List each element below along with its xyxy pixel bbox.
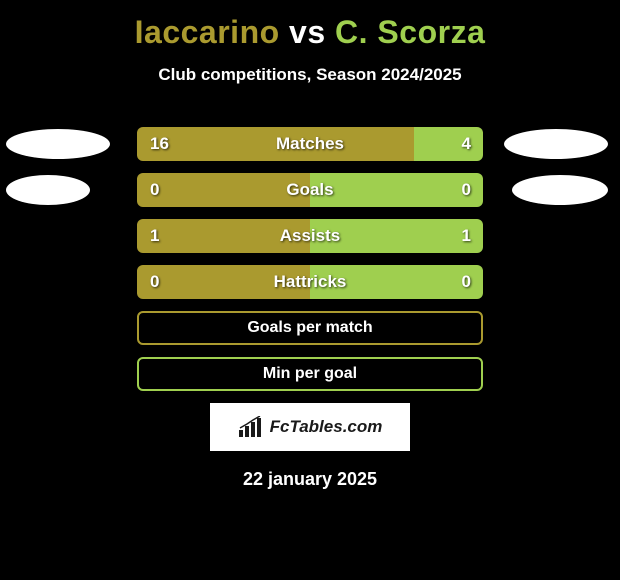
stat-value-left: 1: [150, 219, 159, 253]
stat-bar-right: [310, 173, 483, 207]
stat-bar: [137, 219, 483, 253]
stat-row: Goals00: [0, 167, 620, 213]
brand-text: FcTables.com: [270, 417, 383, 437]
subtitle: Club competitions, Season 2024/2025: [0, 65, 620, 85]
stat-bar: [137, 173, 483, 207]
stat-value-left: 0: [150, 265, 159, 299]
stat-bar-empty: Min per goal: [137, 357, 483, 391]
stat-bar-empty: Goals per match: [137, 311, 483, 345]
stat-bar-right: [310, 265, 483, 299]
stat-value-left: 0: [150, 173, 159, 207]
player1-marker: [6, 129, 110, 159]
stat-row: Hattricks00: [0, 259, 620, 305]
stat-bar-right: [414, 127, 483, 161]
date-label: 22 january 2025: [0, 469, 620, 490]
comparison-title: Iaccarino vs C. Scorza: [0, 0, 620, 51]
stat-row: Matches164: [0, 121, 620, 167]
stat-bar-left: [137, 127, 414, 161]
stat-bar-left: [137, 219, 310, 253]
stat-value-left: 16: [150, 127, 169, 161]
stat-bar-left: [137, 265, 310, 299]
player2-name: C. Scorza: [335, 14, 485, 50]
stat-value-right: 4: [462, 127, 471, 161]
player2-marker: [504, 129, 608, 159]
stat-bar: [137, 127, 483, 161]
stat-row: Goals per match: [0, 305, 620, 351]
stat-value-right: 0: [462, 173, 471, 207]
stat-value-right: 1: [462, 219, 471, 253]
player2-marker: [512, 175, 608, 205]
brand-badge: FcTables.com: [210, 403, 410, 451]
stat-bar: [137, 265, 483, 299]
comparison-chart: Matches164Goals00Assists11Hattricks00Goa…: [0, 121, 620, 397]
fctables-icon: [238, 416, 266, 438]
vs-text: vs: [289, 14, 326, 50]
player1-marker: [6, 175, 90, 205]
stat-bar-left: [137, 173, 310, 207]
stat-bar-right: [310, 219, 483, 253]
player1-name: Iaccarino: [135, 14, 280, 50]
stat-value-right: 0: [462, 265, 471, 299]
stat-row: Assists11: [0, 213, 620, 259]
stat-row: Min per goal: [0, 351, 620, 397]
